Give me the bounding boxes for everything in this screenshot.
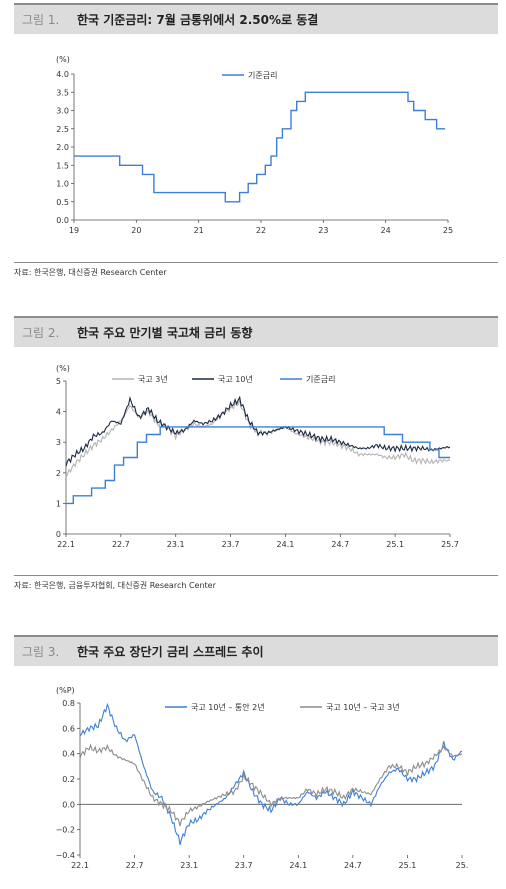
x-tick-label: 22.7: [112, 540, 130, 549]
x-tick-label: 19: [69, 226, 79, 235]
x-tick-label: 24.7: [344, 861, 362, 870]
chart-1: (%) 0.0 0.5 1.0 1.5 2.0 2.5 3.0 3.5 4.0 19 20 21 22 23…: [56, 55, 453, 235]
x-tick-label: 25.1: [386, 540, 404, 549]
y-tick-label: 2: [56, 469, 61, 478]
x-tick-label: 24.1: [277, 540, 295, 549]
y-tick-label: 3.5: [56, 88, 69, 97]
x-tick-label: 23.1: [167, 540, 185, 549]
y-tick-label: 0.0: [56, 216, 69, 225]
y-tick-label: 0.8: [62, 699, 75, 708]
x-tick-label: 21: [194, 226, 204, 235]
x-tick-label: 24.1: [289, 861, 307, 870]
x-tick-label: 22.1: [57, 540, 75, 549]
y-tick-label: 1.0: [56, 180, 69, 189]
unit-label: (%): [56, 55, 70, 64]
figure-3: 그림 3. 한국 주요 장단기 금리 스프레드 추이 (%P) 0.8 0.6 0.4…: [0, 632, 506, 889]
x-tick-label: 25.7: [441, 540, 459, 549]
series-line-0: [74, 91, 446, 203]
figure-2: 그림 2. 한국 주요 만기별 국고채 금리 동향 (%) 0 1 2 3 4 5 22.1 2…: [0, 313, 506, 598]
y-tick-label: 1: [56, 499, 61, 508]
x-tick-label: 22.7: [126, 861, 144, 870]
legend-label-1: 국고 10년: [218, 374, 253, 384]
x-tick-label: 22: [256, 226, 266, 235]
legend-label-0: 국고 10년 – 통안 2년: [191, 702, 265, 712]
figure-3-number: 그림 3.: [22, 645, 60, 659]
figure-3-title: 한국 주요 장단기 금리 스프레드 추이: [77, 645, 264, 659]
x-tick-label: 22.1: [71, 861, 89, 870]
x-tick-label: 23.7: [235, 861, 253, 870]
y-tick-label: 0.2: [62, 775, 75, 784]
x-tick-label: 25: [443, 226, 453, 235]
series-line-1: [65, 395, 451, 467]
y-tick-label: 4: [56, 408, 61, 417]
figure-1-title: 한국 기준금리: 7월 금통위에서 2.50%로 동결: [77, 13, 319, 27]
chart-3: (%P) 0.8 0.6 0.4 0.2 0.0 −0.2 −0.422.1 22.7 23.1 2…: [56, 686, 469, 870]
x-tick-label: 23.1: [180, 861, 198, 870]
unit-label: (%P): [56, 686, 75, 695]
y-tick-label: 0.5: [56, 198, 69, 207]
legend-label-0: 기준금리: [248, 71, 277, 80]
y-tick-label: −0.4: [56, 851, 75, 860]
series-line-0: [79, 702, 463, 846]
y-tick-label: 2.0: [56, 143, 69, 152]
legend-label-2: 기준금리: [306, 375, 335, 384]
x-tick-label: 20: [131, 226, 141, 235]
unit-label: (%): [56, 364, 70, 373]
y-tick-label: 5: [56, 377, 61, 386]
x-tick-label: 23: [318, 226, 328, 235]
y-tick-label: 3.0: [56, 107, 69, 116]
x-tick-label: 24: [381, 226, 391, 235]
legend-label-1: 국고 10년 – 국고 3년: [326, 702, 400, 712]
y-tick-label: 1.5: [56, 161, 69, 170]
y-tick-label: 0.4: [62, 750, 75, 759]
figure-1: 그림 1. 한국 기준금리: 7월 금통위에서 2.50%로 동결 (%) 0.0…: [0, 0, 506, 280]
figure-2-title: 한국 주요 만기별 국고채 금리 동향: [77, 326, 253, 340]
x-tick-label: 25.1: [399, 861, 417, 870]
figure-3-header: 그림 3. 한국 주요 장단기 금리 스프레드 추이: [14, 635, 498, 666]
y-tick-label: 4.0: [56, 70, 69, 79]
figure-2-source: 자료: 한국은행, 금융투자협회, 대신증권 Research Center: [14, 575, 498, 591]
chart-2: (%) 0 1 2 3 4 5 22.1 22.7 23.1 23.7 24.1 24.7 25.1 25.…: [56, 364, 459, 549]
y-tick-label: 0.6: [62, 724, 75, 733]
y-tick-label: 3: [56, 438, 61, 447]
y-tick-label: 0: [56, 530, 61, 539]
figure-1-number: 그림 1.: [22, 13, 60, 27]
figure-2-header: 그림 2. 한국 주요 만기별 국고채 금리 동향: [14, 316, 498, 347]
y-tick-label: −0.2: [56, 826, 75, 835]
y-tick-label: 2.5: [56, 125, 69, 134]
figure-2-number: 그림 2.: [22, 326, 60, 340]
x-tick-label: 23.7: [222, 540, 240, 549]
series-line-1: [79, 743, 463, 827]
legend-label-0: 국고 3년: [138, 374, 168, 384]
x-tick-label: 24.7: [331, 540, 349, 549]
x-tick-label: 25.: [456, 861, 469, 870]
series-line-2: [66, 426, 450, 505]
y-tick-label: 0.0: [62, 800, 75, 809]
figure-1-source: 자료: 한국은행, 대신증권 Research Center: [14, 262, 498, 278]
figure-1-header: 그림 1. 한국 기준금리: 7월 금통위에서 2.50%로 동결: [14, 3, 498, 34]
